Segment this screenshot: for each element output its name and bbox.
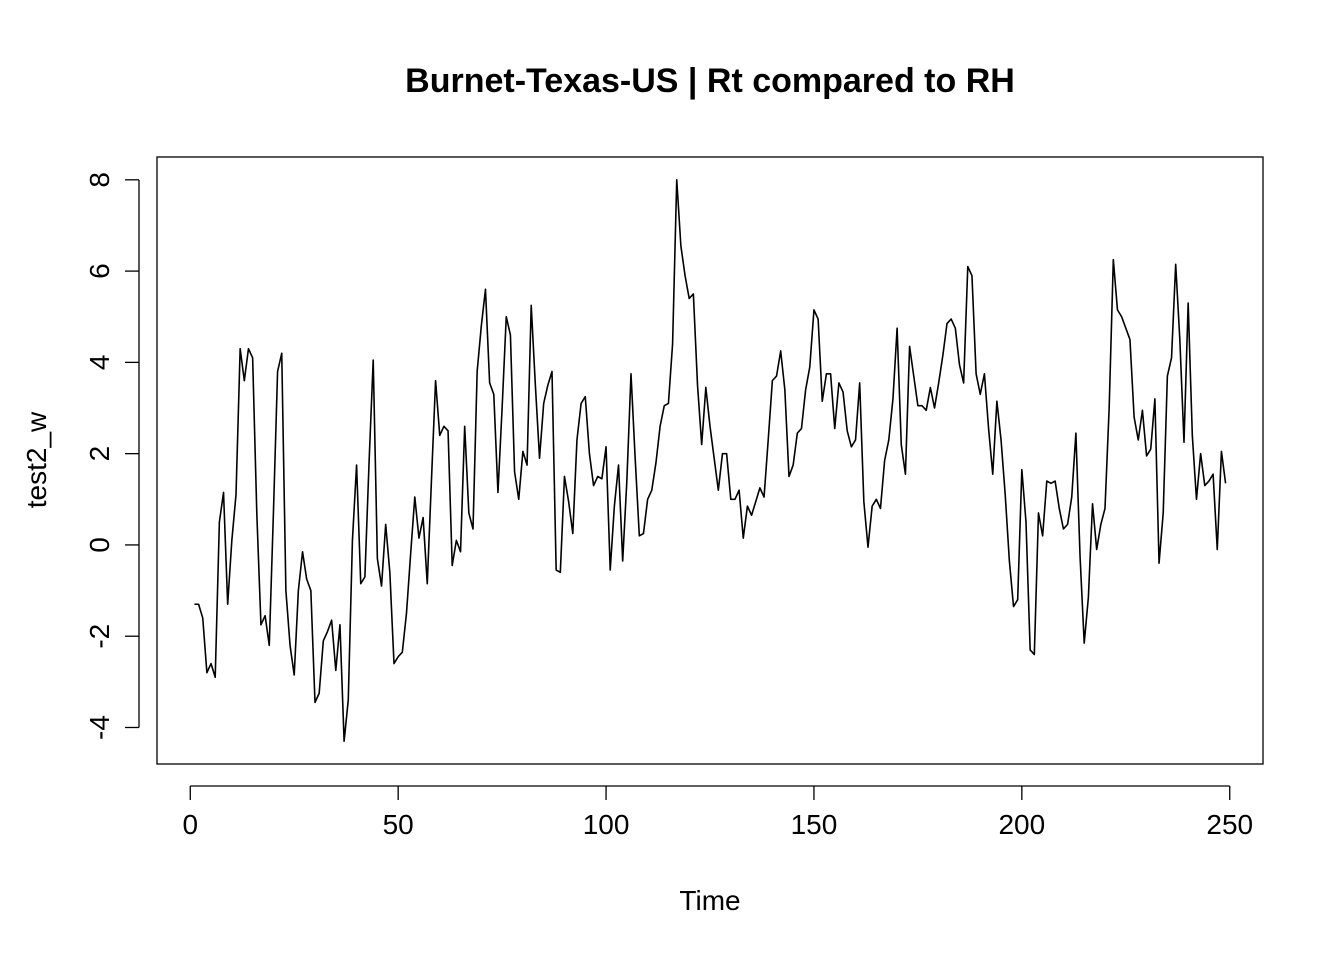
y-tick-label: 4 [84,355,115,371]
x-axis: 0 50 100 150 200 250 [182,785,1253,840]
x-tick-label: 100 [583,809,630,840]
x-tick-label: 250 [1206,809,1253,840]
x-tick-label: 50 [383,809,414,840]
y-tick-label: -2 [84,624,115,649]
x-tick-label: 150 [791,809,838,840]
plot-frame [156,156,1264,765]
y-tick-label: 8 [84,172,115,188]
y-tick-label: 6 [84,263,115,279]
y-tick-label: 2 [84,446,115,462]
y-tick-label: -4 [84,715,115,740]
x-axis-label: Time [679,885,740,916]
x-tick-label: 200 [998,809,1045,840]
y-tick-label: 0 [84,537,115,553]
chart-title: Burnet-Texas-US | Rt compared to RH [405,62,1015,100]
x-tick-label: 0 [182,809,198,840]
series-line [194,179,1227,742]
y-axis-label: test2_w [21,411,52,508]
y-axis: -4 -2 0 2 4 6 8 [84,172,140,740]
